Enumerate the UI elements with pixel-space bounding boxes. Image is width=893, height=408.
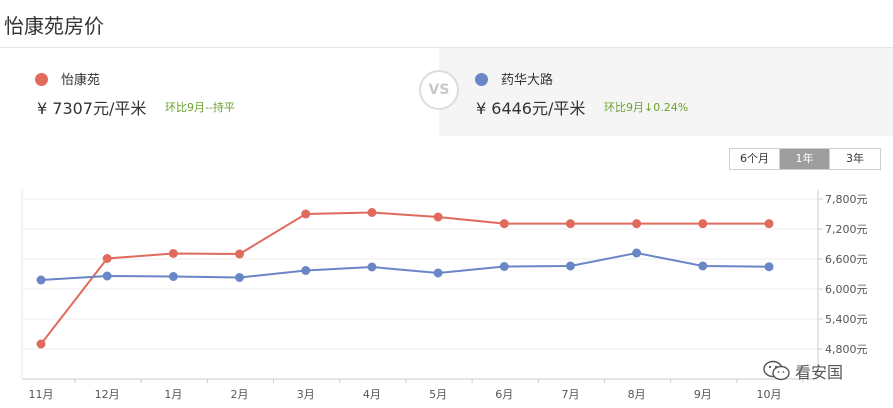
watermark: 看安国 [763,359,843,383]
tab-6-months[interactable]: 6个月 [730,149,780,169]
data-point [102,254,112,263]
compare-trend: 环比9月↓0.24% [604,101,689,114]
data-point [565,219,575,229]
y-tick-label: 7,200元 [825,223,868,236]
x-tick-label: 1月 [164,388,182,401]
series-line-1 [40,211,769,345]
x-tick-label: 8月 [628,388,646,401]
data-point [168,249,178,258]
x-tick-label: 5月 [429,388,447,401]
series-color-dot [35,73,48,86]
x-tick-label: 10月 [757,388,782,401]
compare-price: ¥ 6446元/平米 [476,99,586,118]
series-color-dot [475,73,488,86]
data-point [367,262,377,272]
data-point [102,271,112,281]
x-tick-label: 9月 [694,388,712,401]
x-tick-label: 12月 [95,388,120,401]
data-point [235,249,245,259]
x-tick-label: 6月 [495,388,513,401]
x-tick-label: 3月 [297,388,315,401]
compare-right-card[interactable]: 药华大路 ¥ 6446元/平米 环比9月↓0.24% [439,48,893,136]
watermark-text: 看安国 [795,363,844,382]
tab-1-year[interactable]: 1年 [780,149,830,169]
x-tick-label: 2月 [231,388,249,401]
y-tick-label: 7,800元 [825,193,868,206]
vs-badge: VS [419,70,459,110]
data-point [36,339,46,349]
data-point [499,219,509,229]
y-tick-label: 6,000元 [825,283,868,296]
compare-left-card[interactable]: 怡康苑 ¥ 7307元/平米 环比9月--持平 [0,48,439,136]
data-point [565,261,575,271]
data-point [433,212,443,222]
page-title: 怡康苑房价 [4,14,104,38]
community-trend: 环比9月--持平 [165,101,235,114]
data-point [499,262,509,271]
data-point [36,275,46,285]
data-point [433,268,443,278]
y-tick-label: 5,400元 [825,313,868,326]
community-name: 怡康苑 [61,73,101,88]
data-point [301,266,311,275]
data-point [235,273,245,282]
data-point [632,219,642,229]
time-range-tabs: 6个月 1年 3年 [729,148,881,170]
compare-panel: 怡康苑 ¥ 7307元/平米 环比9月--持平 VS 药华大路 ¥ 6446元/… [0,47,893,136]
data-point [367,208,377,217]
tab-3-years[interactable]: 3年 [830,149,880,169]
x-tick-label: 4月 [363,388,381,401]
y-tick-label: 6,600元 [825,253,868,266]
y-tick-label: 4,800元 [825,343,868,356]
compare-name: 药华大路 [501,73,554,88]
data-point [764,219,774,229]
community-price: ¥ 7307元/平米 [37,99,147,118]
x-tick-label: 7月 [561,388,579,401]
x-tick-label: 11月 [29,388,54,401]
wechat-icon [763,360,790,381]
data-point [301,209,311,219]
data-point [698,219,708,229]
data-point [698,261,708,271]
data-point [764,262,774,272]
data-point [168,272,178,281]
data-point [632,248,642,258]
series-line-2 [40,251,770,281]
